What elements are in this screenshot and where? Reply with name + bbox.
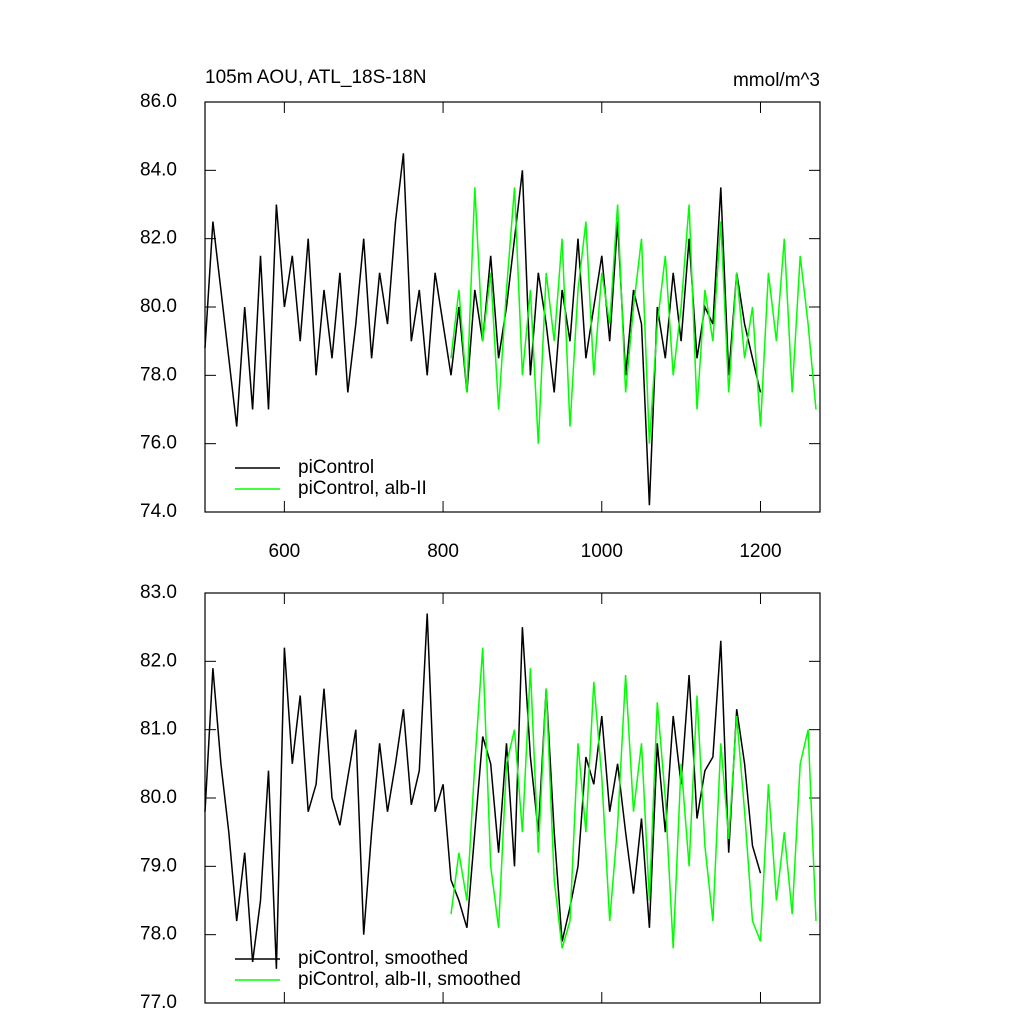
y-tick-label: 82.0 — [140, 650, 177, 671]
series-line — [204, 613, 762, 969]
y-tick-label: 82.0 — [140, 228, 177, 249]
y-tick-label: 78.0 — [140, 924, 177, 945]
legend-label: piControl — [298, 457, 374, 478]
y-tick-label: 81.0 — [140, 719, 177, 740]
y-tick-label: 78.0 — [140, 364, 177, 385]
series-line — [450, 187, 817, 444]
y-tick-label: 84.0 — [140, 159, 177, 180]
legend-label: piControl, alb-II — [298, 478, 427, 499]
y-tick-label: 74.0 — [140, 501, 177, 522]
legend-label: piControl, alb-II, smoothed — [298, 969, 521, 990]
x-tick-label: 800 — [427, 541, 459, 562]
legend-label: piControl, smoothed — [298, 948, 468, 969]
y-tick-label: 76.0 — [140, 433, 177, 454]
x-tick-label: 1000 — [581, 541, 623, 562]
y-tick-label: 80.0 — [140, 296, 177, 317]
chart-title: 105m AOU, ATL_18S-18N — [205, 67, 426, 88]
x-tick-label: 1200 — [739, 541, 781, 562]
y-tick-label: 77.0 — [140, 992, 177, 1013]
x-tick-label: 600 — [269, 541, 301, 562]
y-tick-label: 79.0 — [140, 855, 177, 876]
y-tick-label: 80.0 — [140, 787, 177, 808]
y-tick-label: 86.0 — [140, 91, 177, 112]
y-tick-label: 83.0 — [140, 582, 177, 603]
plot-frame — [204, 592, 821, 1004]
units-label: mmol/m^3 — [733, 70, 820, 91]
series-line — [450, 647, 817, 949]
